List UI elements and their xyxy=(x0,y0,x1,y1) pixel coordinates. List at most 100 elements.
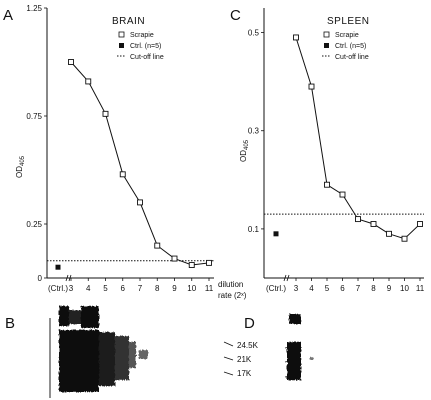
spleen-chart: SPLEEN OD405 Scrapie Ctrl. (n=5) Cut-off… xyxy=(239,8,425,293)
series-line-scrapie xyxy=(295,37,421,240)
x-tick-label-ctrl: (Ctrl.) xyxy=(48,284,68,293)
data-point-scrapie xyxy=(119,171,126,178)
chart-title: BRAIN xyxy=(112,16,145,27)
blot-band xyxy=(289,314,301,324)
marker-label: 21K xyxy=(237,355,252,364)
data-point-scrapie xyxy=(293,34,299,41)
blot-band xyxy=(115,336,129,380)
y-tick-label: 1.25 xyxy=(26,4,42,13)
y-tick-label: 0.1 xyxy=(248,225,260,234)
panel-letter-d: D xyxy=(244,315,255,332)
data-point-scrapie xyxy=(68,59,74,65)
data-point-scrapie xyxy=(401,235,408,242)
panel-letter-c: C xyxy=(230,7,241,24)
x-tick-label: 9 xyxy=(387,284,392,293)
x-tick-label: 8 xyxy=(371,284,376,293)
legend-entry: Cut-off line xyxy=(130,54,164,61)
legend-marker-ctrl xyxy=(119,43,124,48)
blot-band xyxy=(129,342,136,368)
data-point-scrapie xyxy=(137,199,143,206)
blot-band xyxy=(139,350,148,359)
western-blot-b xyxy=(49,306,148,398)
x-tick-label: 10 xyxy=(400,284,409,293)
blot-band xyxy=(81,306,99,328)
marker-label: 17K xyxy=(237,369,252,378)
blot-band xyxy=(287,342,301,380)
data-marks xyxy=(264,34,424,242)
panel-letter-b: B xyxy=(5,315,15,332)
legend-marker-ctrl xyxy=(324,43,329,48)
data-point-scrapie xyxy=(154,242,161,249)
axis-break xyxy=(286,274,290,282)
legend-marker-scrapie xyxy=(323,31,330,38)
x-tick-label: 4 xyxy=(86,284,91,293)
legend-entry: Ctrl. (n=5) xyxy=(130,43,161,50)
x-tick-label: 4 xyxy=(309,284,314,293)
legend: Scrapie Ctrl. (n=5) Cut-off line xyxy=(322,31,369,61)
x-tick-label: 11 xyxy=(205,284,214,293)
legend-entry: Cut-off line xyxy=(335,54,369,61)
y-tick-label: 0.25 xyxy=(26,220,42,229)
x-tick-label: 9 xyxy=(172,284,177,293)
axis-break xyxy=(65,274,69,282)
x-tick-label: 3 xyxy=(69,284,74,293)
x-tick-label: 6 xyxy=(121,284,126,293)
chart-title: SPLEEN xyxy=(327,16,369,27)
legend-entry: Scrapie xyxy=(130,32,154,39)
x-tick-labels: (Ctrl.) 3 4 5 6 7 8 9 10 11 xyxy=(48,274,214,293)
legend-entry: Ctrl. (n=5) xyxy=(335,43,366,50)
x-axis-label-line2: rate (2ˣ) xyxy=(218,291,247,300)
blot-band xyxy=(99,332,115,386)
x-tick-label: 3 xyxy=(294,284,299,293)
marker-label: 24.5K xyxy=(237,341,259,350)
x-tick-label: 6 xyxy=(340,284,345,293)
x-tick-labels: (Ctrl.) 3 4 5 6 7 8 9 10 11 xyxy=(266,274,425,293)
data-point-scrapie xyxy=(188,262,195,268)
x-tick-label: 7 xyxy=(356,284,361,293)
blot-band xyxy=(310,357,313,360)
data-point-scrapie xyxy=(386,230,392,237)
y-tick-label: 0.3 xyxy=(248,127,260,136)
y-axis-label: OD405 xyxy=(15,155,26,178)
x-tick-label: 7 xyxy=(138,284,143,293)
x-tick-label: 10 xyxy=(187,284,196,293)
data-point-scrapie xyxy=(85,78,92,85)
legend: Scrapie Ctrl. (n=5) Cut-off line xyxy=(117,31,164,61)
data-point-scrapie xyxy=(308,83,315,90)
axis-break xyxy=(68,274,72,282)
marker-tick xyxy=(223,356,234,361)
x-tick-label: 11 xyxy=(416,284,425,293)
x-axis-label-line1: dilution xyxy=(218,280,243,289)
x-tick-label-ctrl: (Ctrl.) xyxy=(266,284,286,293)
y-ticks: 1.25 0.75 0.25 0 xyxy=(26,4,47,283)
blot-band xyxy=(69,310,81,324)
data-point-scrapie xyxy=(324,181,330,188)
y-tick-label: 0.75 xyxy=(26,112,42,121)
panel-letter-a: A xyxy=(3,7,13,24)
data-point-scrapie xyxy=(339,191,346,198)
data-point-scrapie xyxy=(206,259,212,266)
data-point-scrapie xyxy=(102,110,109,117)
blot-band xyxy=(59,330,99,392)
legend-entry: Scrapie xyxy=(335,32,359,39)
data-point-scrapie xyxy=(417,221,423,227)
marker-tick xyxy=(223,371,234,376)
data-marks xyxy=(47,59,214,270)
axis-break xyxy=(283,274,287,282)
data-point-scrapie xyxy=(171,255,178,262)
legend-marker-scrapie xyxy=(118,31,125,38)
series-line-scrapie xyxy=(70,61,210,266)
y-tick-label: 0 xyxy=(38,274,43,283)
y-tick-label: 0.5 xyxy=(248,29,260,38)
marker-tick xyxy=(223,341,234,347)
blot-band xyxy=(59,306,69,326)
x-tick-label: 5 xyxy=(325,284,330,293)
data-point-ctrl xyxy=(273,231,279,237)
data-point-ctrl xyxy=(55,264,61,270)
y-axis-label: OD405 xyxy=(239,139,250,162)
data-point-scrapie xyxy=(355,216,361,223)
x-tick-label: 8 xyxy=(155,284,160,293)
brain-chart: BRAIN OD405 Scrapie Ctrl. (n=5) Cut-off … xyxy=(15,4,214,293)
x-tick-label: 5 xyxy=(103,284,108,293)
